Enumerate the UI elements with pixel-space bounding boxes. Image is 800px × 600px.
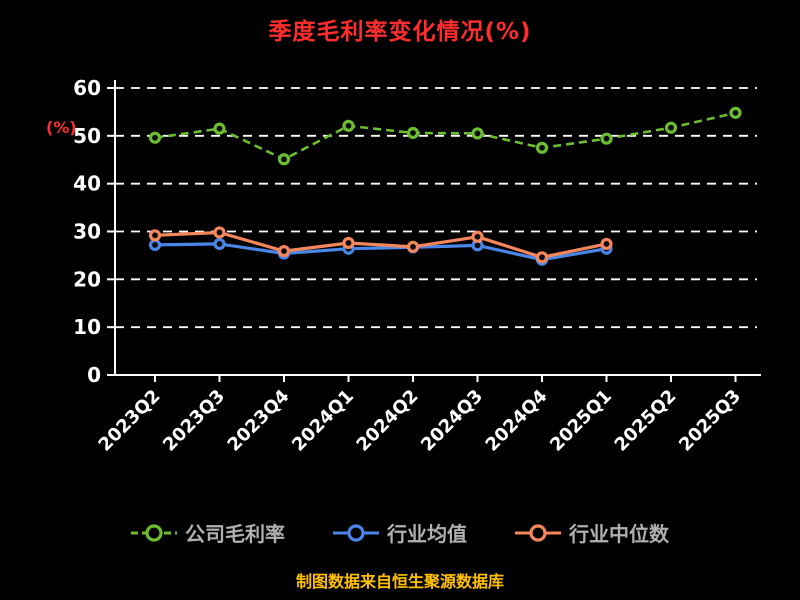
data-point-marker [729, 106, 742, 119]
legend-label: 公司毛利率 [185, 522, 285, 546]
data-point-marker [535, 251, 549, 264]
data-point-marker [213, 237, 226, 251]
legend-marker-icon [333, 523, 379, 542]
data-point-marker [277, 153, 291, 166]
legend-item-2: 行业均值 [333, 518, 467, 547]
chart-title: 季度毛利率变化情况(%) [268, 19, 532, 45]
data-point-marker [406, 126, 420, 140]
data-point-marker [342, 119, 355, 132]
series-line [154, 242, 607, 262]
y-tick-label: 0 [87, 363, 101, 387]
x-tick-label: 2025Q3 [675, 386, 745, 456]
y-tick-label: 30 [73, 220, 101, 244]
x-tick-label: 2024Q2 [353, 386, 423, 456]
x-tick-label: 2025Q2 [611, 386, 681, 456]
data-point-marker [213, 226, 226, 239]
y-tick-label: 10 [73, 315, 101, 339]
data-point-marker [664, 121, 678, 134]
data-point-marker [600, 237, 613, 251]
chart-legend: 公司毛利率 行业均值 行业中位数 [0, 518, 800, 547]
series-line [154, 111, 736, 161]
x-tick-label: 2024Q4 [482, 386, 552, 456]
data-point-marker [148, 131, 162, 144]
series-line [154, 230, 607, 259]
data-point-marker [277, 245, 291, 258]
data-point-marker [600, 132, 613, 145]
y-tick-label: 40 [73, 172, 101, 196]
legend-label: 行业中位数 [569, 522, 669, 546]
data-point-marker [471, 127, 484, 140]
legend-marker-icon [515, 523, 561, 542]
x-tick-label: 2024Q3 [417, 386, 487, 456]
y-tick-label: 50 [73, 124, 101, 148]
data-point-marker [148, 229, 162, 242]
x-tick-label: 2023Q4 [224, 386, 294, 456]
data-point-marker [406, 240, 420, 253]
data-point-marker [213, 122, 226, 135]
data-point-marker [471, 230, 484, 243]
data-point-marker [148, 238, 162, 251]
x-tick-label: 2025Q1 [546, 386, 616, 456]
legend-label: 行业均值 [387, 522, 467, 546]
x-tick-label: 2024Q1 [288, 386, 358, 456]
y-axis-label: (%) [46, 118, 77, 137]
y-tick-label: 20 [73, 267, 101, 291]
data-point-marker [535, 141, 549, 154]
legend-item-3: 行业中位数 [515, 518, 669, 547]
y-tick-label: 60 [73, 76, 101, 100]
data-point-marker [342, 236, 355, 250]
legend-marker-icon [131, 523, 177, 542]
legend-item-1: 公司毛利率 [131, 518, 285, 547]
x-tick-label: 2023Q3 [159, 386, 229, 456]
source-note: 制图数据来自恒生聚源数据库 [295, 572, 504, 591]
x-tick-label: 2023Q2 [95, 386, 165, 456]
